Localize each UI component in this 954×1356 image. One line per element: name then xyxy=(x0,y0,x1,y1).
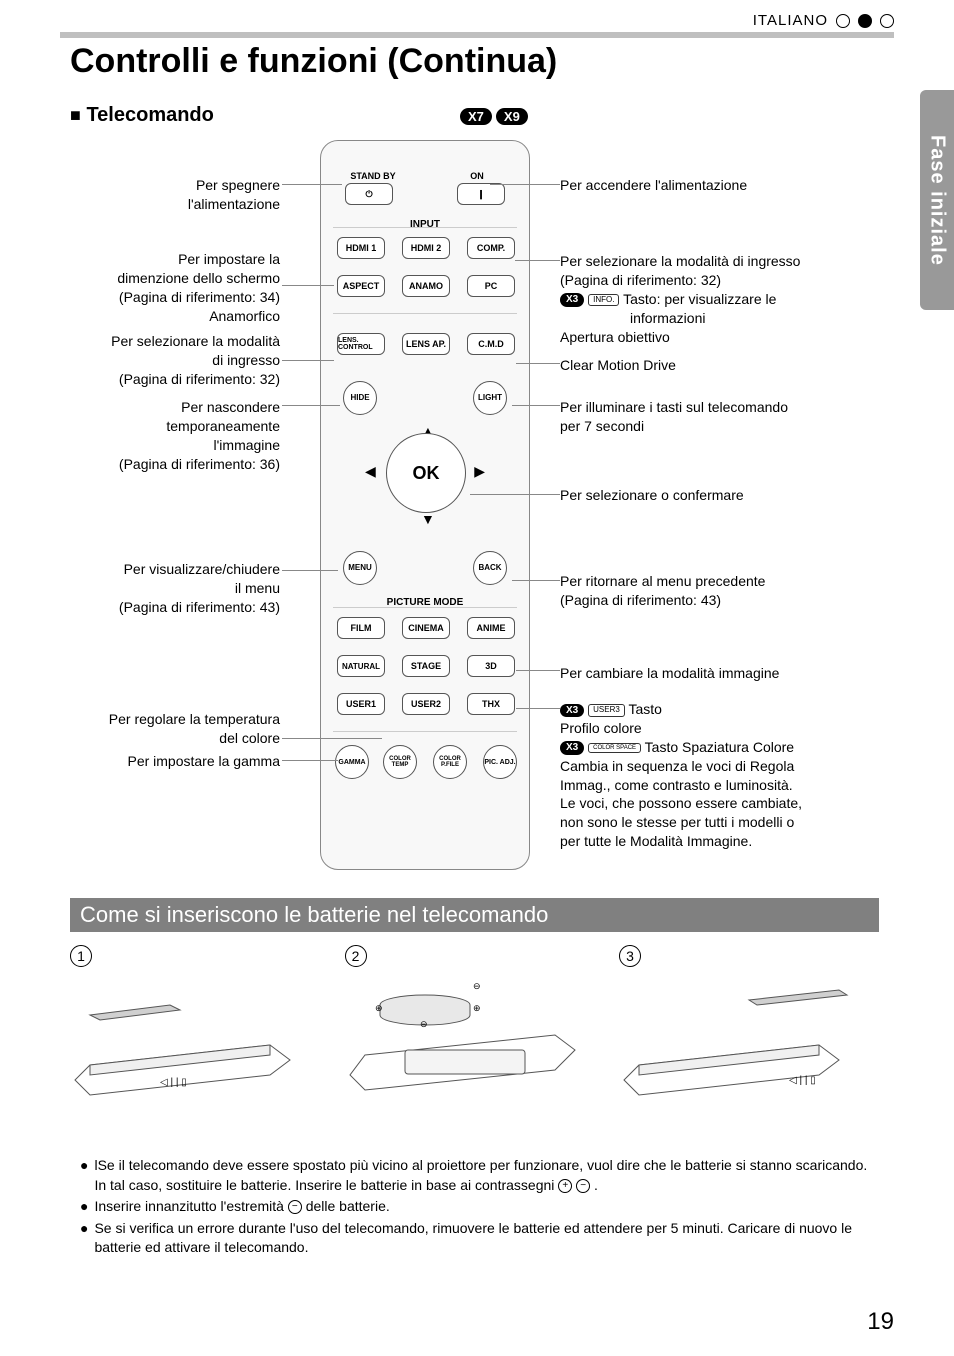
section-heading: ■ Telecomando xyxy=(70,104,214,127)
color-temp-button[interactable]: COLOR TEMP xyxy=(383,745,417,779)
label-back: Per ritornare al menu precedente(Pagina … xyxy=(560,572,860,610)
label-ok: Per selezionare o confermare xyxy=(560,486,860,505)
anamo-button[interactable]: ANAMO xyxy=(402,275,450,297)
leader-line xyxy=(282,738,382,739)
pic-adj-button[interactable]: PIC. ADJ. xyxy=(483,745,517,779)
label-color-temp: Per regolare la temperaturadel colore xyxy=(40,710,280,748)
color-pfile-button[interactable]: COLOR P.FILE xyxy=(433,745,467,779)
back-button[interactable]: BACK xyxy=(473,551,507,585)
badge-x9: X9 xyxy=(496,108,528,125)
lens-ap-button[interactable]: LENS AP. xyxy=(402,333,450,355)
battery-illustration: ⊕ ⊕ ⊖ ⊖ xyxy=(345,975,595,1125)
label-cmd: Clear Motion Drive xyxy=(560,356,860,375)
step-number-icon: 1 xyxy=(70,945,92,967)
leader-line xyxy=(512,580,560,581)
left-arrow-icon[interactable]: ◀ xyxy=(365,463,376,480)
label-hide: Per nasconderetemporaneamente l'immagine… xyxy=(40,398,280,474)
leader-line xyxy=(282,760,338,761)
hdmi2-button[interactable]: HDMI 2 xyxy=(402,237,450,259)
anime-button[interactable]: ANIME xyxy=(467,617,515,639)
on-button[interactable]: ❙ xyxy=(457,183,505,205)
gamma-button[interactable]: GAMMA xyxy=(335,745,369,779)
down-arrow-icon[interactable]: ▼ xyxy=(421,511,435,527)
svg-text:⊖: ⊖ xyxy=(473,981,481,991)
battery-illustration: ◁ | | ▯ xyxy=(70,975,320,1125)
svg-text:◁ | | ▯: ◁ | | ▯ xyxy=(160,1077,187,1088)
leader-line xyxy=(282,570,338,571)
label-poweroff: Per spegnerel'alimentazione xyxy=(60,176,280,214)
label-gamma: Per impostare la gamma xyxy=(40,752,280,771)
leader-line xyxy=(516,670,560,671)
thx-button[interactable]: THX xyxy=(467,693,515,715)
right-arrow-icon[interactable]: ▶ xyxy=(474,463,485,480)
battery-step-1: 1 ◁ | | ▯ xyxy=(70,945,330,1125)
label-thx-user3: X3 USER3 Tasto Profilo colore X3 COLOR S… xyxy=(560,700,880,851)
3d-button[interactable]: 3D xyxy=(467,655,515,677)
battery-step-2: 2 ⊕ ⊕ ⊖ ⊖ xyxy=(345,945,605,1125)
step-number-icon: 2 xyxy=(345,945,367,967)
battery-notes: ●lSe il telecomando deve essere spostato… xyxy=(80,1156,879,1260)
natural-button[interactable]: NATURAL xyxy=(337,655,385,677)
svg-text:⊕: ⊕ xyxy=(375,1003,383,1013)
battery-illustration: ◁ | | ▯ xyxy=(619,975,869,1125)
dot-indicator xyxy=(858,14,872,28)
leader-line xyxy=(490,184,560,185)
dot-indicator xyxy=(836,14,850,28)
svg-text:⊕: ⊕ xyxy=(473,1003,481,1013)
header-rule xyxy=(60,32,894,38)
leader-line xyxy=(470,494,560,495)
standby-label: STAND BY xyxy=(343,171,403,181)
svg-text:◁ | | ▯: ◁ | | ▯ xyxy=(789,1075,816,1086)
battery-step-3: 3 ◁ | | ▯ xyxy=(619,945,879,1125)
hide-button[interactable]: HIDE xyxy=(343,381,377,415)
leader-line xyxy=(282,184,342,185)
label-picture-mode: Per cambiare la modalità immagine xyxy=(560,664,860,683)
battery-steps: 1 ◁ | | ▯ 2 ⊕ ⊕ ⊖ ⊖ xyxy=(70,945,879,1125)
cinema-button[interactable]: CINEMA xyxy=(402,617,450,639)
leader-line xyxy=(516,363,560,364)
svg-text:⊖: ⊖ xyxy=(420,1019,428,1029)
leader-line xyxy=(282,285,334,286)
input-label: INPUT xyxy=(321,219,529,230)
label-menu: Per visualizzare/chiudereil menu(Pagina … xyxy=(40,560,280,617)
remote-diagram: STAND BY ON ⏻ ❙ INPUT HDMI 1 HDMI 2 COMP… xyxy=(320,140,530,870)
side-tab: Fase iniziale xyxy=(920,90,954,310)
hdmi1-button[interactable]: HDMI 1 xyxy=(337,237,385,259)
leader-line xyxy=(282,405,340,406)
stage-button[interactable]: STAGE xyxy=(402,655,450,677)
comp-button[interactable]: COMP. xyxy=(467,237,515,259)
leader-line xyxy=(516,708,560,709)
film-button[interactable]: FILM xyxy=(337,617,385,639)
user1-button[interactable]: USER1 xyxy=(337,693,385,715)
step-number-icon: 3 xyxy=(619,945,641,967)
page-title: Controlli e funzioni (Continua) xyxy=(70,42,557,81)
aspect-button[interactable]: ASPECT xyxy=(337,275,385,297)
ok-button[interactable]: OK xyxy=(386,433,466,513)
dot-indicator xyxy=(880,14,894,28)
label-input-mode: Per selezionare la modalitàdi ingresso(P… xyxy=(40,332,280,389)
menu-button[interactable]: MENU xyxy=(343,551,377,585)
language-label: ITALIANO xyxy=(753,12,828,29)
cmd-button[interactable]: C.M.D xyxy=(467,333,515,355)
light-button[interactable]: LIGHT xyxy=(473,381,507,415)
pc-button[interactable]: PC xyxy=(467,275,515,297)
standby-button[interactable]: ⏻ xyxy=(345,183,393,205)
lens-control-button[interactable]: LENS. CONTROL xyxy=(337,333,385,355)
label-poweron: Per accendere l'alimentazione xyxy=(560,176,860,195)
on-label: ON xyxy=(447,171,507,181)
label-input-select: Per selezionare la modalità di ingresso … xyxy=(560,252,880,346)
badge-x7: X7 xyxy=(460,108,492,125)
leader-line xyxy=(515,260,560,261)
page-number: 19 xyxy=(867,1308,894,1336)
battery-section-title: Come si inseriscono le batterie nel tele… xyxy=(70,898,879,932)
model-badges: X7 X9 xyxy=(460,108,528,125)
label-light: Per illuminare i tasti sul telecomandope… xyxy=(560,398,880,436)
leader-line xyxy=(282,360,334,361)
user2-button[interactable]: USER2 xyxy=(402,693,450,715)
leader-line xyxy=(512,405,560,406)
label-aspect: Per impostare ladimenzione dello schermo… xyxy=(40,250,280,326)
